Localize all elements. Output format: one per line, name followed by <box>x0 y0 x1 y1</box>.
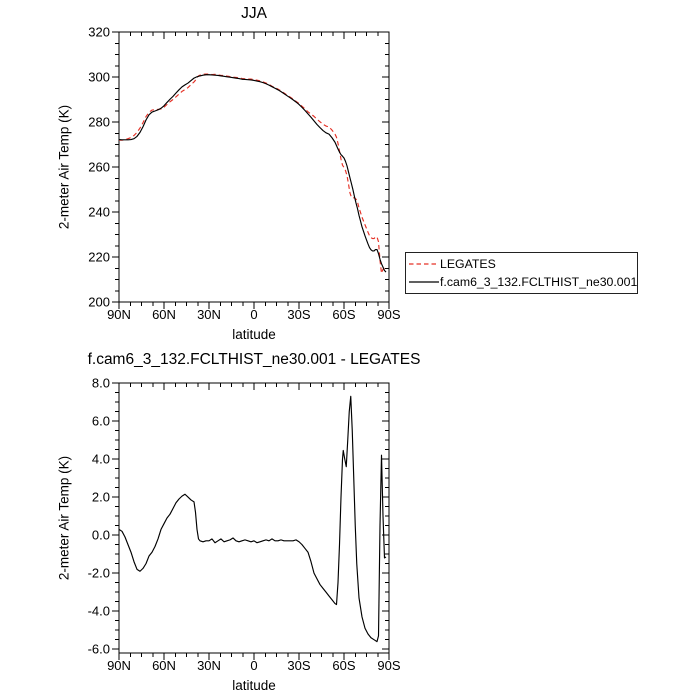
x-tick-label: 90N <box>107 658 131 673</box>
x-tick-label: 60S <box>332 658 355 673</box>
top-chart-y-axis-label: 2-meter Air Temp (K) <box>56 104 72 230</box>
bottom-chart-y-axis-label: 2-meter Air Temp (K) <box>56 455 72 581</box>
legend-box: LEGATES f.cam6_3_132.FCLTHIST_ne30.001 <box>405 252 638 294</box>
y-tick-label: 240 <box>88 205 110 220</box>
y-tick-label: 320 <box>88 25 110 40</box>
legend-item-legates: LEGATES <box>408 255 636 273</box>
x-tick-label: 60S <box>332 307 355 322</box>
y-tick-label: 260 <box>88 160 110 175</box>
legend-label-model: f.cam6_3_132.FCLTHIST_ne30.001 <box>440 275 638 289</box>
x-tick-label: 30N <box>197 658 221 673</box>
legend-label-legates: LEGATES <box>440 257 496 271</box>
y-tick-label: 2.0 <box>92 490 110 505</box>
x-tick-label: 0 <box>250 307 257 322</box>
y-tick-label: 220 <box>88 250 110 265</box>
x-tick-label: 30S <box>287 307 310 322</box>
chart-panel-0: 90N 60N 30N 0 30S 60S 90S 320 300 280 260 240 220 200 <box>88 25 401 323</box>
x-tick-label: 30N <box>197 307 221 322</box>
legend-line-sample-dashed <box>409 263 439 265</box>
y-tick-label: 300 <box>88 70 110 85</box>
x-tick-label: 60N <box>152 658 176 673</box>
x-tick-label: 0 <box>250 658 257 673</box>
series-line-f.cam6_3_132.FCLTHIST_ne30.001 <box>118 74 387 273</box>
plot-frame <box>118 31 390 303</box>
chart-panel-1: 90N 60N 30N 0 30S 60S 90S 8.0 6.0 4.0 2.0 0.0 -2.0 -4… <box>88 376 401 674</box>
x-tick-label: 90S <box>377 658 400 673</box>
series-line-LEGATES <box>119 73 387 274</box>
x-tick-label: 90N <box>107 307 131 322</box>
x-tick-label: 90S <box>377 307 400 322</box>
legend-line-sample-solid <box>409 281 439 283</box>
y-tick-label: 280 <box>88 115 110 130</box>
series-line-difference <box>118 395 387 643</box>
x-tick-label: 30S <box>287 658 310 673</box>
y-tick-label: -4.0 <box>88 604 110 619</box>
y-tick-label: -6.0 <box>88 642 110 657</box>
y-tick-label: -2.0 <box>88 566 110 581</box>
y-tick-label: 6.0 <box>92 414 110 429</box>
y-tick-label: 200 <box>88 295 110 310</box>
top-chart-x-axis-label: latitude <box>232 327 276 342</box>
y-tick-label: 0.0 <box>92 528 110 543</box>
y-tick-label: 4.0 <box>92 452 110 467</box>
legend-item-model: f.cam6_3_132.FCLTHIST_ne30.001 <box>408 273 638 291</box>
x-tick-label: 60N <box>152 307 176 322</box>
bottom-chart-x-axis-label: latitude <box>232 678 276 693</box>
bottom-chart-title: f.cam6_3_132.FCLTHIST_ne30.001 - LEGATES <box>87 351 421 368</box>
y-tick-label: 8.0 <box>92 376 110 391</box>
top-chart-title: JJA <box>241 5 267 22</box>
